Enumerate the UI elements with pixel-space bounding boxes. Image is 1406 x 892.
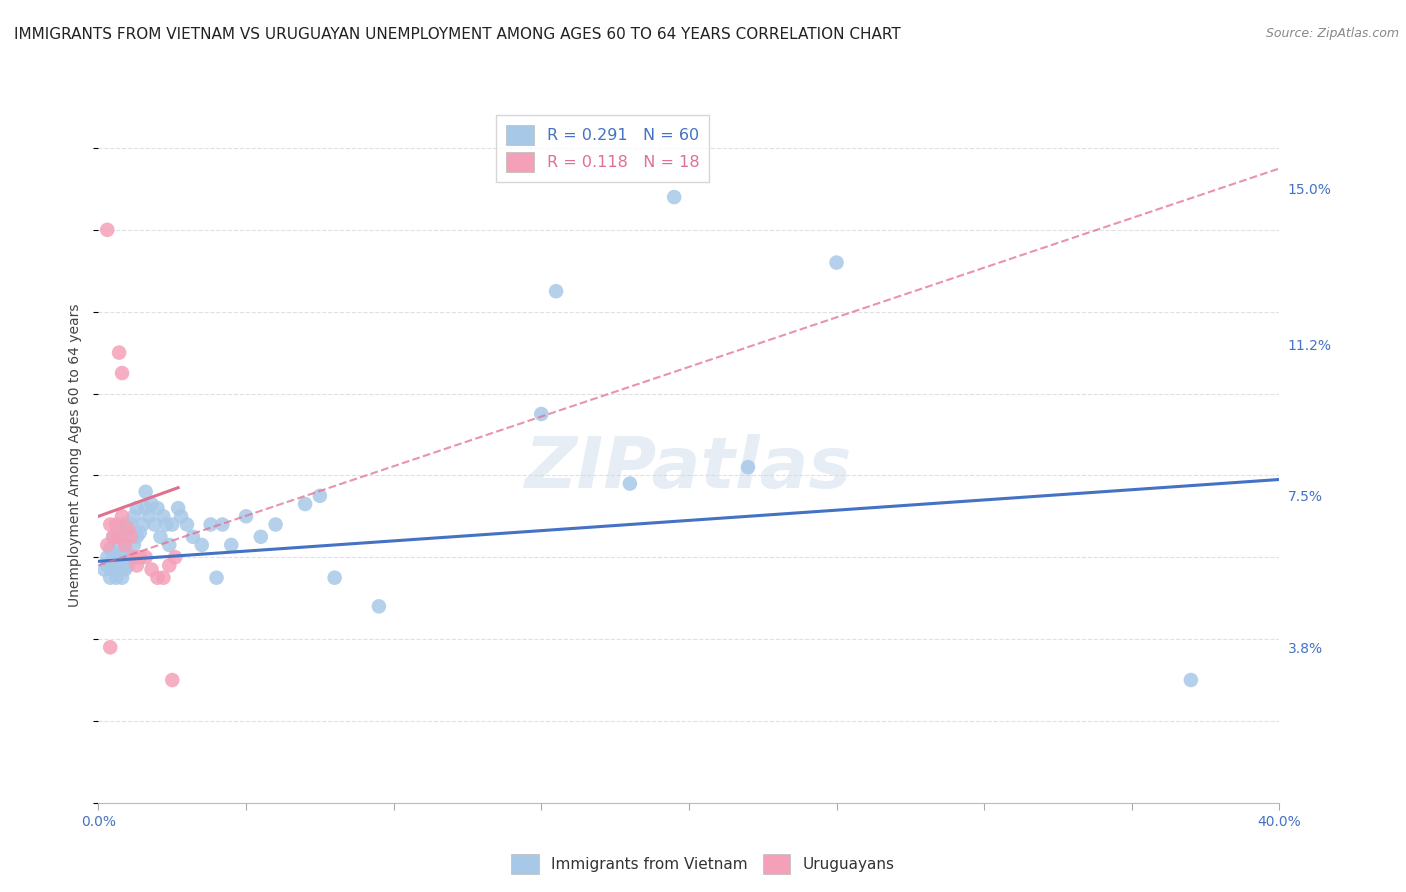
Point [141, 497, 163, 511]
Point [250, 530, 273, 544]
Point [221, 538, 243, 552]
Point [111, 550, 134, 565]
Point [143, 517, 166, 532]
Point [530, 407, 553, 421]
Point [165, 550, 187, 565]
Point [108, 562, 131, 576]
Point [619, 476, 641, 491]
Point [162, 517, 183, 532]
Point [235, 509, 257, 524]
Point [117, 558, 139, 573]
Point [132, 517, 155, 532]
Point [122, 550, 145, 565]
Point [141, 562, 163, 576]
Point [152, 509, 174, 524]
Point [125, 558, 148, 573]
Point [103, 550, 125, 565]
Text: Source: ZipAtlas.com: Source: ZipAtlas.com [1265, 27, 1399, 40]
Point [1180, 673, 1202, 687]
Point [114, 562, 136, 576]
Point [98, 640, 121, 655]
Point [135, 484, 157, 499]
Point [105, 530, 128, 544]
Point [93, 562, 115, 576]
Point [103, 530, 125, 544]
Legend: R = 0.291   N = 60, R = 0.118   N = 18: R = 0.291 N = 60, R = 0.118 N = 18 [496, 115, 710, 182]
Point [737, 460, 759, 475]
Point [211, 517, 233, 532]
Point [96, 223, 118, 237]
Point [155, 517, 177, 532]
Text: IMMIGRANTS FROM VIETNAM VS URUGUAYAN UNEMPLOYMENT AMONG AGES 60 TO 64 YEARS CORR: IMMIGRANTS FROM VIETNAM VS URUGUAYAN UNE… [14, 27, 901, 42]
Point [120, 550, 142, 565]
Point [105, 550, 128, 565]
Point [120, 517, 142, 532]
Point [546, 284, 568, 298]
Point [114, 517, 136, 532]
Point [157, 538, 180, 552]
Point [105, 571, 128, 585]
Point [664, 190, 686, 204]
Point [264, 517, 287, 532]
Point [108, 530, 131, 544]
Point [111, 522, 134, 536]
Point [149, 530, 172, 544]
Point [117, 522, 139, 536]
Point [122, 538, 145, 552]
Point [98, 542, 121, 557]
Point [323, 571, 346, 585]
Point [825, 255, 848, 269]
Point [111, 366, 134, 380]
Point [167, 501, 190, 516]
Point [108, 538, 131, 552]
Point [103, 530, 125, 544]
Point [98, 571, 121, 585]
Point [191, 538, 214, 552]
Point [309, 489, 332, 503]
Point [98, 517, 121, 532]
Point [128, 550, 150, 565]
Point [157, 558, 180, 573]
Point [294, 497, 316, 511]
Text: ZIPatlas: ZIPatlas [526, 434, 852, 503]
Point [105, 517, 128, 532]
Point [111, 571, 134, 585]
Point [200, 517, 222, 532]
Point [111, 509, 134, 524]
Point [122, 509, 145, 524]
Legend: Immigrants from Vietnam, Uruguayans: Immigrants from Vietnam, Uruguayans [505, 848, 901, 880]
Point [125, 501, 148, 516]
Point [368, 599, 391, 614]
Point [117, 530, 139, 544]
Point [146, 571, 169, 585]
Point [96, 550, 118, 565]
Point [128, 525, 150, 540]
Point [181, 530, 204, 544]
Point [114, 538, 136, 552]
Point [152, 571, 174, 585]
Point [176, 517, 198, 532]
Point [125, 530, 148, 544]
Point [135, 550, 157, 565]
Point [135, 501, 157, 516]
Point [103, 562, 125, 576]
Point [205, 571, 228, 585]
Point [162, 673, 183, 687]
Y-axis label: Unemployment Among Ages 60 to 64 years: Unemployment Among Ages 60 to 64 years [69, 303, 83, 607]
Point [120, 530, 142, 544]
Point [170, 509, 193, 524]
Point [146, 501, 169, 516]
Point [96, 558, 118, 573]
Point [108, 345, 131, 359]
Point [114, 542, 136, 557]
Point [138, 509, 160, 524]
Point [96, 538, 118, 552]
